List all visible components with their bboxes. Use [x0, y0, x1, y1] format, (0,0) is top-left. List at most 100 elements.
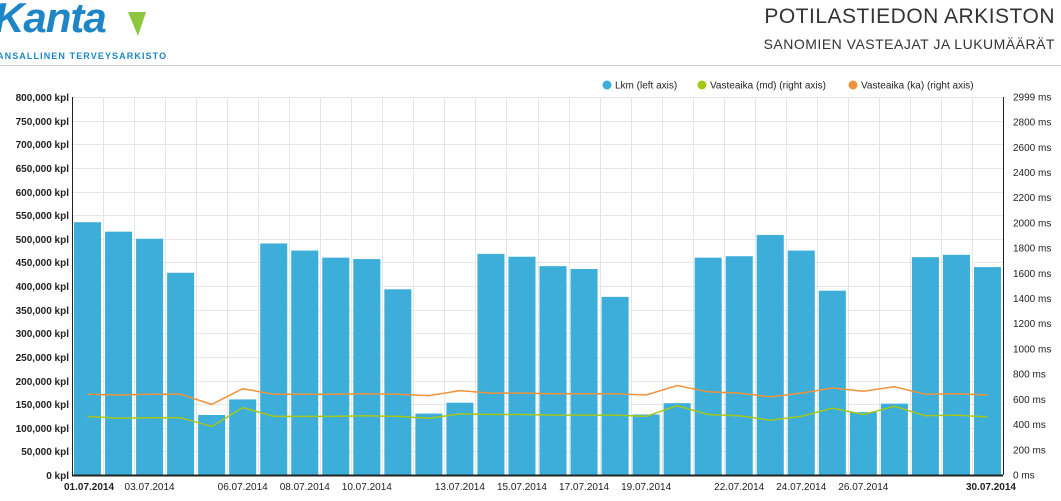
x-tick-label: 30.07.2014: [966, 482, 1016, 493]
y-right-tick-label: 2600 ms: [1013, 143, 1051, 154]
x-tick-label: 08.07.2014: [280, 482, 330, 493]
x-tick-label: 17.07.2014: [559, 482, 609, 493]
y-right-tick-label: 600 ms: [1013, 395, 1046, 406]
y-left-tick-label: 100,000 kpl: [16, 424, 70, 435]
y-left-tick-label: 650,000 kpl: [16, 164, 70, 175]
kanta-logo[interactable]: Kanta ANSALLINEN TERVEYSARKISTO: [0, 0, 170, 64]
bar: [818, 290, 846, 475]
legend-item: Lkm (left axis): [602, 80, 677, 92]
legend-label: Vasteaika (md) (right axis): [710, 81, 826, 92]
bar: [942, 254, 970, 475]
y-right-tick-label: 1000 ms: [1013, 344, 1051, 355]
y-left-tick-label: 0 kpl: [46, 471, 69, 482]
y-left-tick-label: 200,000 kpl: [16, 377, 70, 388]
y-left-tick-label: 500,000 kpl: [16, 235, 70, 246]
line-series: [87, 384, 988, 428]
y-right-tick-label: 1400 ms: [1013, 294, 1051, 305]
y-right-tick-label: 200 ms: [1013, 445, 1046, 456]
y-right-tick-label: 2400 ms: [1013, 168, 1051, 179]
leaf-icon: [128, 12, 146, 36]
x-tick-label: 13.07.2014: [435, 482, 485, 493]
y-right-tick-label: 2800 ms: [1013, 118, 1051, 129]
legend-marker: [848, 80, 858, 90]
y-right-tick-label: 1800 ms: [1013, 244, 1051, 255]
bar: [601, 296, 629, 475]
bar: [973, 267, 1001, 475]
y-left-tick-label: 600,000 kpl: [16, 188, 70, 199]
y-right-tick-label: 2200 ms: [1013, 193, 1051, 204]
page-title: POTILASTIEDON ARKISTON: [764, 5, 1055, 28]
x-tick-label: 06.07.2014: [218, 482, 268, 493]
median-response-line: [87, 404, 988, 428]
bar: [725, 256, 753, 475]
x-tick-label: 15.07.2014: [497, 482, 547, 493]
bar: [229, 399, 257, 475]
bar: [570, 268, 598, 475]
bar: [198, 414, 226, 475]
legend-item: Vasteaika (md) (right axis): [697, 80, 826, 92]
x-tick-label: 19.07.2014: [621, 482, 671, 493]
y-left-tick-label: 250,000 kpl: [16, 353, 70, 364]
legend: Lkm (left axis) Vasteaika (md) (right axi…: [602, 80, 974, 92]
y-left-tick-label: 700,000 kpl: [16, 140, 70, 151]
logo-subtitle: ANSALLINEN TERVEYSARKISTO: [0, 51, 168, 61]
bar: [787, 250, 815, 475]
page-header: Kanta ANSALLINEN TERVEYSARKISTO POTILAST…: [0, 0, 1061, 66]
x-tick-label: 10.07.2014: [342, 482, 392, 493]
y-right-tick-label: 0 ms: [1013, 471, 1035, 482]
bar: [508, 256, 536, 475]
bar: [136, 238, 164, 475]
y-right-tick-label: 2000 ms: [1013, 218, 1051, 229]
x-tick-label: 26.07.2014: [838, 482, 888, 493]
y-right-tick-label: 400 ms: [1013, 420, 1046, 431]
y-left-tick-label: 750,000 kpl: [16, 117, 70, 128]
legend-marker: [602, 80, 612, 90]
bar: [167, 272, 195, 475]
y-right-tick-label: 800 ms: [1013, 370, 1046, 381]
bar-series: [74, 222, 1001, 475]
x-tick-label: 03.07.2014: [125, 482, 175, 493]
x-tick-label: 01.07.2014: [64, 482, 114, 493]
grid-lines: [72, 97, 1004, 476]
bar: [322, 257, 350, 475]
bar: [756, 234, 784, 475]
bar: [477, 253, 505, 475]
y-left-tick-label: 150,000 kpl: [16, 400, 70, 411]
y-left-tick-label: 400,000 kpl: [16, 282, 70, 293]
bar: [415, 413, 443, 475]
page-subtitle: SANOMIEN VASTEAJAT JA LUKUMÄÄRÄT: [763, 36, 1055, 52]
y-right-tick-label: 1200 ms: [1013, 319, 1051, 330]
axes: 0 kpl 50,000 kpl 100,000 kpl 150,000 kpl 200…: [16, 93, 1052, 494]
y-right-tick-label: 2999 ms: [1013, 93, 1051, 104]
logo-wordmark: Kanta: [0, 0, 107, 41]
legend-label: Lkm (left axis): [615, 81, 677, 92]
bar: [849, 412, 877, 475]
bar: [260, 243, 288, 475]
header-divider: [0, 65, 1061, 66]
legend-item: Vasteaika (ka) (right axis): [848, 80, 974, 92]
legend-marker: [697, 80, 707, 90]
y-left-tick-label: 300,000 kpl: [16, 329, 70, 340]
y-left-tick-label: 450,000 kpl: [16, 258, 70, 269]
bar: [880, 403, 908, 475]
bar: [539, 266, 567, 475]
mean-response-line: [87, 384, 988, 406]
y-left-tick-label: 50,000 kpl: [21, 447, 69, 458]
y-right-tick-label: 1600 ms: [1013, 269, 1051, 280]
bar: [663, 403, 691, 475]
bar: [694, 257, 722, 475]
x-tick-label: 24.07.2014: [776, 482, 826, 493]
x-tick-label: 22.07.2014: [714, 482, 764, 493]
bar: [632, 414, 660, 475]
legend-label: Vasteaika (ka) (right axis): [861, 81, 974, 92]
bar: [353, 259, 381, 475]
y-left-tick-label: 550,000 kpl: [16, 211, 70, 222]
y-left-tick-label: 350,000 kpl: [16, 306, 70, 317]
y-left-tick-label: 800,000 kpl: [16, 93, 70, 104]
bar: [291, 250, 319, 475]
bar: [384, 289, 412, 475]
bar: [911, 257, 939, 475]
bar: [74, 222, 102, 475]
bar: [105, 231, 133, 475]
